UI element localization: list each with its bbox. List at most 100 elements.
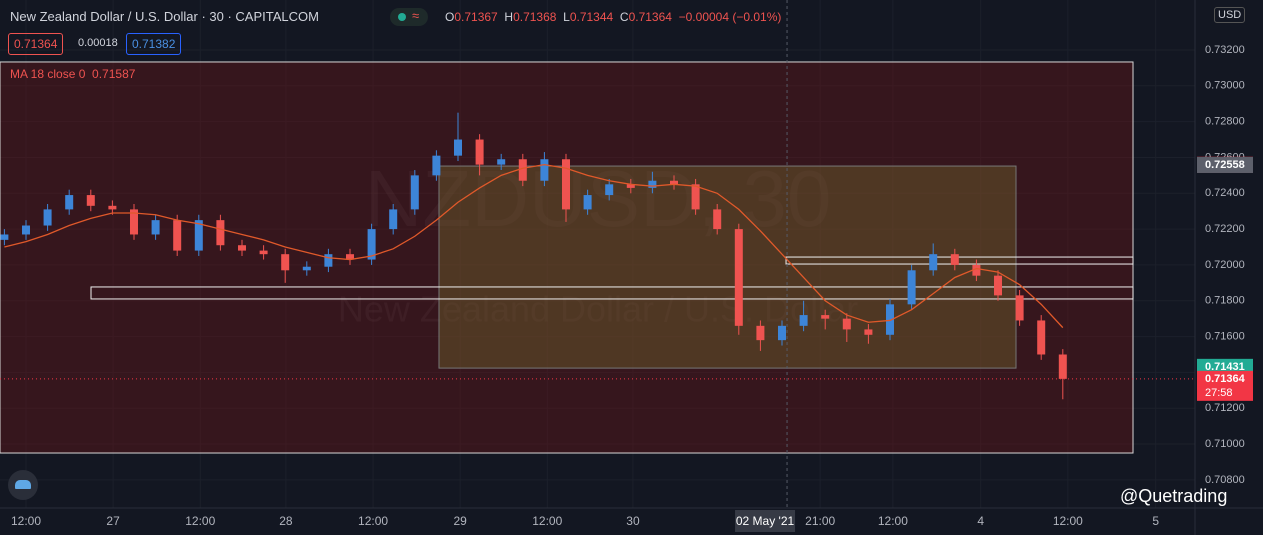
candle-body xyxy=(1058,354,1067,379)
candle-body xyxy=(173,220,182,251)
y-tick-label: 0.71200 xyxy=(1205,402,1245,414)
change: −0.00004 (−0.01%) xyxy=(678,10,782,24)
candle-body xyxy=(389,209,398,230)
signature: @Quetrading xyxy=(1120,486,1228,506)
moving-average xyxy=(4,163,1064,329)
candle-body xyxy=(972,264,981,276)
logo[interactable] xyxy=(8,470,38,500)
x-tick-label: 28 xyxy=(279,514,293,528)
y-tick-label: 0.70800 xyxy=(1205,474,1245,486)
y-tick-label: 0.72800 xyxy=(1205,116,1245,128)
x-tick-label: 5 xyxy=(1152,514,1159,528)
ohlc-label: O xyxy=(445,10,455,24)
candle-body xyxy=(648,180,657,188)
x-tick-label: 21:00 xyxy=(805,514,835,528)
candle-body xyxy=(540,159,549,181)
candle-body xyxy=(929,254,938,271)
candle-body xyxy=(410,175,419,210)
x-tick-label: 12:00 xyxy=(358,514,388,528)
candle-body xyxy=(281,254,290,271)
x-tick-label: 4 xyxy=(977,514,984,528)
candle-body xyxy=(237,245,246,251)
ohlc-label: L xyxy=(563,10,570,24)
indicator-name: MA 18 close 0 xyxy=(10,67,86,81)
candle-body xyxy=(799,315,808,326)
x-tick-label: 12:00 xyxy=(11,514,41,528)
candle-body xyxy=(886,304,895,335)
y-tick-label: 0.72400 xyxy=(1205,187,1245,199)
x-tick-label: 12:00 xyxy=(532,514,562,528)
y-tick-label: 0.71600 xyxy=(1205,330,1245,342)
x-tick-label: 12:00 xyxy=(878,514,908,528)
candle-body xyxy=(713,209,722,230)
ohlc-label: C xyxy=(619,10,629,24)
candle-body xyxy=(994,275,1003,296)
symbol-title: New Zealand Dollar / U.S. Dollar · 30 · … xyxy=(10,9,319,24)
candle-body xyxy=(864,329,873,335)
candle-body xyxy=(605,184,614,196)
candle-body xyxy=(670,180,679,185)
candle-body xyxy=(950,254,959,265)
candle-body xyxy=(21,225,30,235)
countdown: 27:58 xyxy=(1205,387,1233,399)
x-tick-label: 27 xyxy=(106,514,120,528)
price-label-bg xyxy=(1197,156,1253,173)
candle-body xyxy=(691,184,700,210)
crosshair-label-bg xyxy=(735,510,796,532)
zone xyxy=(90,286,1134,300)
currency-button[interactable]: USD xyxy=(1214,7,1246,23)
zone xyxy=(438,165,1017,369)
price-label: 0.72558 xyxy=(1205,159,1245,171)
candle-body xyxy=(734,229,743,326)
candle-body xyxy=(497,159,506,165)
indicator-value: 0.71587 xyxy=(92,67,136,81)
status-pill[interactable]: ≈ xyxy=(390,8,428,26)
watermark: New Zealand Dollar / U.S. Dollar xyxy=(338,289,858,330)
candle-body xyxy=(842,318,851,330)
candle-body xyxy=(259,250,268,255)
candle-body xyxy=(43,209,52,226)
y-tick-label: 0.71800 xyxy=(1205,295,1245,307)
y-tick-label: 0.72200 xyxy=(1205,223,1245,235)
candle-body xyxy=(821,315,830,319)
crosshair-label: 02 May '21 xyxy=(736,514,795,528)
price-label-bg xyxy=(1197,358,1253,375)
y-tick-label: 0.72000 xyxy=(1205,259,1245,271)
price-label: 0.71431 xyxy=(1205,361,1245,373)
candle-body xyxy=(907,270,916,305)
candle-body xyxy=(778,325,787,341)
candle-body xyxy=(345,254,354,260)
sell-button[interactable]: 0.71364 xyxy=(8,33,64,55)
buy-button[interactable]: 0.71382 xyxy=(126,33,182,55)
ohlc-label: H xyxy=(504,10,514,24)
candle-body xyxy=(302,266,311,271)
candle-body xyxy=(129,209,138,235)
candle-body xyxy=(324,254,333,267)
ohlc-value: 0.71368 xyxy=(513,10,557,24)
candle-body xyxy=(583,195,592,210)
watermark: NZDUSD, 30 xyxy=(365,154,832,243)
zone xyxy=(785,256,1134,265)
ohlc-value: 0.71344 xyxy=(569,10,614,24)
ohlc-value: 0.71367 xyxy=(454,10,498,24)
candle-body xyxy=(1037,320,1046,355)
candle-body xyxy=(108,205,117,210)
candle-body xyxy=(65,195,74,210)
y-tick-label: 0.71000 xyxy=(1205,438,1245,450)
y-tick-label: 0.73200 xyxy=(1205,44,1245,56)
candle-body xyxy=(216,220,225,246)
candle-body xyxy=(518,159,527,181)
x-tick-label: 29 xyxy=(453,514,467,528)
candle-body xyxy=(151,220,160,235)
candle-body xyxy=(0,234,9,240)
spread: 0.00018 xyxy=(78,37,118,49)
x-tick-label: 30 xyxy=(626,514,640,528)
candle-body xyxy=(1015,295,1024,321)
candle-body xyxy=(432,155,441,176)
x-tick-label: 12:00 xyxy=(185,514,215,528)
ohlc: O0.71367 H0.71368 L0.71344 C0.71364 −0.0… xyxy=(445,10,781,24)
ohlc-value: 0.71364 xyxy=(628,10,672,24)
indicator-legend: MA 18 close 0 0.71587 xyxy=(10,67,135,81)
